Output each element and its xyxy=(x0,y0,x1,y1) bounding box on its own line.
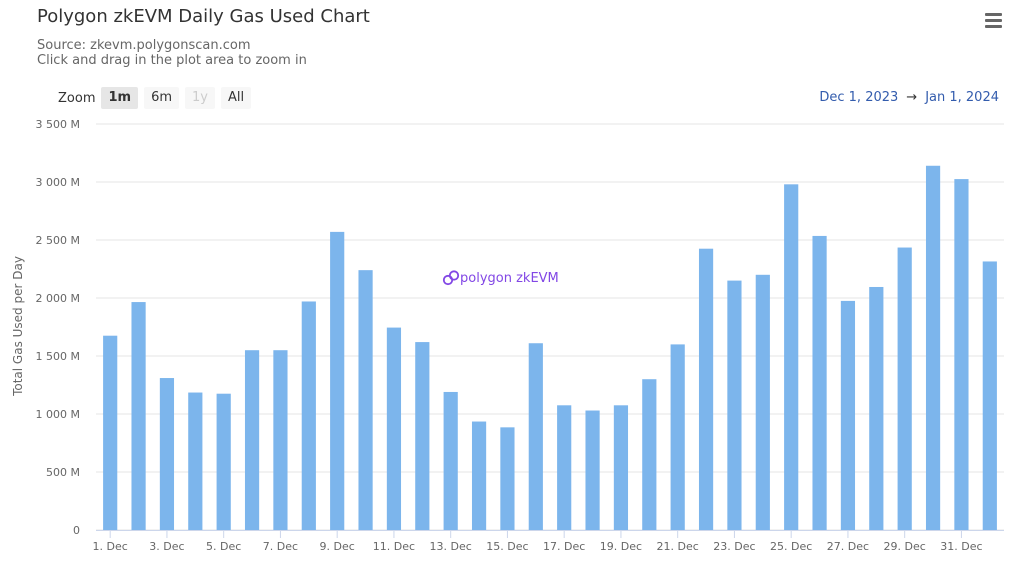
bar[interactable] xyxy=(613,405,629,530)
x-tick-label: 19. Dec xyxy=(600,540,642,553)
y-tick-label: 1 500 M xyxy=(36,350,80,363)
bar[interactable] xyxy=(244,350,260,530)
zoom-all-button[interactable]: All xyxy=(220,87,252,109)
y-axis-label: Total Gas Used per Day xyxy=(11,256,25,397)
zoom-6m-button[interactable]: 6m xyxy=(144,87,180,109)
grid-lines xyxy=(96,123,1004,531)
zoom-1y-button: 1y xyxy=(185,87,215,109)
watermark-text: polygon zkEVM xyxy=(460,271,559,286)
date-range: Dec 1, 2023 → Jan 1, 2024 xyxy=(819,90,999,105)
x-tick-label: 25. Dec xyxy=(770,540,812,553)
x-tick-label: 31. Dec xyxy=(940,540,982,553)
watermark: polygon zkEVM xyxy=(442,270,559,286)
bar[interactable] xyxy=(585,410,600,530)
y-tick-label: 500 M xyxy=(46,466,80,479)
x-axis-ticks: 1. Dec 3. Dec 5. Dec 7. Dec 9. Dec 11. Dec 13.… xyxy=(93,530,1004,553)
bar[interactable] xyxy=(301,301,316,530)
bar[interactable] xyxy=(642,379,657,530)
y-axis-ticks: 0 500 M 1 000 M 1 500 M 2 000 M 2 500 M 3 000 … xyxy=(36,118,80,537)
bar[interactable] xyxy=(557,405,572,530)
x-tick-label: 11. Dec xyxy=(373,540,415,553)
x-tick-label: 15. Dec xyxy=(486,540,528,553)
chart-title: Polygon zkEVM Daily Gas Used Chart xyxy=(37,6,370,27)
bar[interactable] xyxy=(840,300,856,530)
bar[interactable] xyxy=(727,280,742,530)
x-tick-label: 23. Dec xyxy=(713,540,755,553)
x-tick-label: 1. Dec xyxy=(93,540,128,553)
zoom-hint-text: Click and drag in the plot area to zoom … xyxy=(37,53,307,68)
x-tick-label: 7. Dec xyxy=(263,540,298,553)
bar[interactable] xyxy=(500,427,515,530)
bar[interactable] xyxy=(131,302,146,530)
range-separator: → xyxy=(906,90,918,105)
bar[interactable] xyxy=(528,343,543,530)
x-tick-label: 27. Dec xyxy=(827,540,869,553)
bar[interactable] xyxy=(103,335,118,530)
source-text: Source: zkevm.polygonscan.com xyxy=(37,38,251,53)
range-from-input[interactable]: Dec 1, 2023 xyxy=(819,90,899,105)
x-tick-label: 21. Dec xyxy=(657,540,699,553)
hamburger-menu-icon[interactable] xyxy=(980,9,1008,31)
bar[interactable] xyxy=(755,274,770,530)
bar[interactable] xyxy=(386,327,402,530)
x-tick-label: 9. Dec xyxy=(320,540,355,553)
bar[interactable] xyxy=(273,350,288,530)
y-tick-label: 1 000 M xyxy=(36,408,80,421)
bar[interactable] xyxy=(159,378,175,530)
zoom-label: Zoom xyxy=(58,90,96,106)
x-tick-label: 3. Dec xyxy=(149,540,184,553)
bar[interactable] xyxy=(330,231,345,530)
x-tick-label: 17. Dec xyxy=(543,540,585,553)
x-tick-label: 5. Dec xyxy=(206,540,241,553)
x-tick-label: 29. Dec xyxy=(884,540,926,553)
bar[interactable] xyxy=(698,248,714,530)
bar[interactable] xyxy=(443,391,458,530)
y-tick-label: 3 000 M xyxy=(36,176,80,189)
bar[interactable] xyxy=(358,270,373,530)
bar[interactable] xyxy=(812,235,827,530)
bar[interactable] xyxy=(188,392,203,530)
chart-subtitle: Source: zkevm.polygonscan.com Click and … xyxy=(37,38,307,68)
bar[interactable] xyxy=(897,247,912,531)
zoom-1m-button[interactable]: 1m xyxy=(101,87,139,109)
range-selector-zoom: Zoom 1m 6m 1y All xyxy=(58,87,257,109)
range-to-input[interactable]: Jan 1, 2024 xyxy=(925,90,999,105)
y-tick-label: 3 500 M xyxy=(36,118,80,131)
bar[interactable] xyxy=(982,261,997,530)
y-tick-label: 2 000 M xyxy=(36,292,80,305)
bar[interactable] xyxy=(216,393,231,530)
bar[interactable] xyxy=(954,179,969,530)
y-tick-label: 2 500 M xyxy=(36,234,80,247)
bar[interactable] xyxy=(415,342,430,530)
bar[interactable] xyxy=(471,421,487,530)
x-tick-label: 13. Dec xyxy=(430,540,472,553)
bar[interactable] xyxy=(784,184,799,530)
bar-series xyxy=(103,165,997,531)
y-tick-label: 0 xyxy=(73,524,80,537)
polygon-logo-icon xyxy=(442,270,460,286)
bar[interactable] xyxy=(869,286,884,530)
bar[interactable] xyxy=(670,344,685,530)
bar[interactable] xyxy=(925,165,941,530)
